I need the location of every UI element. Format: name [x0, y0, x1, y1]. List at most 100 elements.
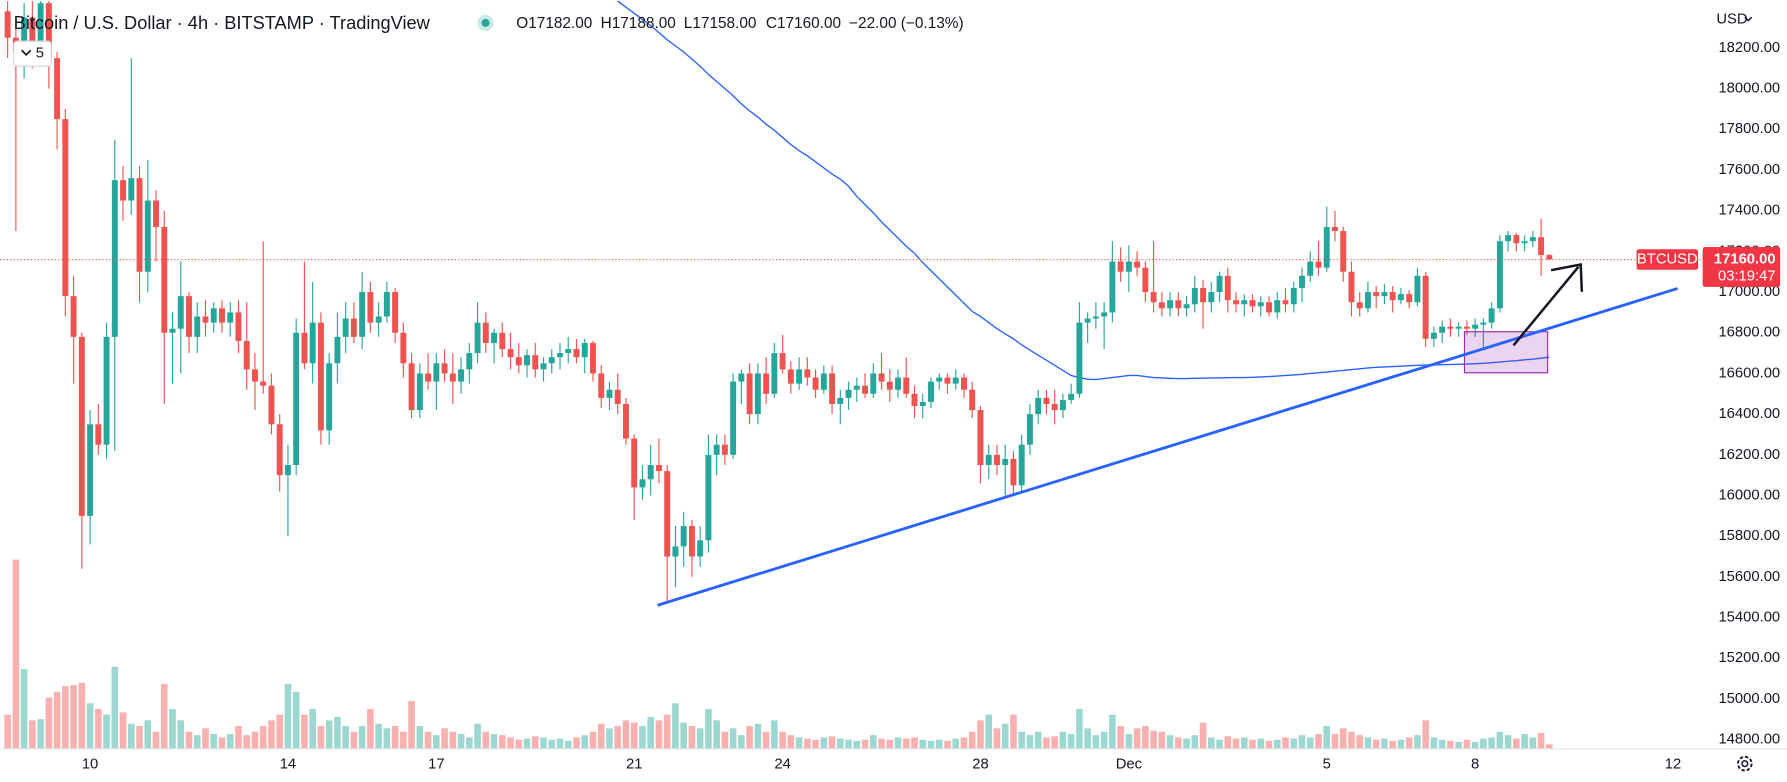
volume-bar: [4, 714, 11, 749]
volume-bar: [655, 720, 663, 749]
volume-bar: [474, 723, 481, 749]
candle-body: [1340, 231, 1347, 272]
volume-bar: [95, 708, 102, 749]
volume-bar: [960, 737, 968, 749]
highlight-box[interactable]: [1463, 331, 1549, 374]
candle-body: [895, 377, 901, 390]
candle-body: [29, 17, 36, 48]
volume-bar: [828, 736, 836, 749]
settings-gear[interactable]: [1737, 755, 1753, 772]
settings-icon[interactable]: [1737, 755, 1753, 772]
volume-bar: [1331, 734, 1339, 749]
candle-body: [87, 424, 94, 516]
candle-body: [1381, 292, 1388, 297]
volume-bar: [424, 731, 432, 749]
volume-bar: [342, 726, 349, 749]
candle-body: [1224, 275, 1231, 301]
candle-body: [870, 373, 877, 394]
volume-bar: [1480, 738, 1487, 749]
candle-body: [1373, 292, 1380, 297]
x-tick-label: 17: [428, 757, 444, 773]
volume-bar: [1422, 720, 1429, 749]
volume-bar: [1092, 735, 1100, 749]
volume-bar: [680, 722, 687, 749]
volume-layer: [4, 559, 1553, 749]
x-tick-label: Dec: [1116, 757, 1143, 773]
volume-bar: [1348, 731, 1355, 749]
volume-bar: [1051, 736, 1058, 749]
arrow-head[interactable]: [1550, 262, 1584, 292]
status-dot: [481, 18, 490, 27]
volume-bar: [902, 738, 910, 749]
volume-bar: [944, 740, 951, 749]
volume-bar: [391, 726, 399, 749]
volume-bar: [111, 666, 119, 749]
candle-body: [738, 373, 745, 382]
volume-bar: [235, 726, 242, 749]
y-tick-label: 18000.00: [1718, 81, 1780, 97]
volume-bar: [1298, 735, 1306, 749]
candle-body: [359, 292, 366, 337]
arrow-shaft[interactable]: [1512, 265, 1580, 347]
volume-bar: [606, 728, 613, 749]
volume-bar: [573, 737, 580, 749]
y-tick-label: 15800.00: [1718, 528, 1780, 544]
candle-body: [993, 454, 1000, 466]
volume-bar: [202, 728, 209, 749]
volume-bar: [1001, 723, 1009, 749]
candle-body: [1125, 261, 1132, 272]
volume-bar: [1018, 731, 1025, 749]
volume-bar: [688, 726, 696, 749]
candle-body: [598, 373, 605, 398]
volume-bar: [1381, 738, 1388, 749]
candle-body: [1315, 261, 1322, 268]
volume-bar: [1364, 737, 1372, 749]
candle-body: [1158, 302, 1165, 309]
candle-body: [771, 353, 778, 394]
currency-label[interactable]: USD: [1716, 11, 1747, 27]
volume-bar: [268, 720, 275, 749]
y-tick-label: 16600.00: [1718, 365, 1780, 381]
volume-bar: [1191, 735, 1199, 749]
drawings: [657, 262, 1679, 607]
candle-body: [1018, 444, 1025, 486]
indicator-toggle[interactable]: 5: [13, 40, 52, 67]
volume-bar: [804, 738, 811, 749]
volume-bar: [259, 726, 267, 749]
y-tick-label: 17600.00: [1718, 162, 1780, 178]
candle-body: [235, 312, 242, 341]
moving-average-line: [617, 0, 1550, 381]
indicator-toggle-box[interactable]: [13, 40, 52, 67]
volume-bar: [812, 739, 819, 749]
trend-line[interactable]: [657, 287, 1679, 607]
y-tick-label: 17400.00: [1718, 203, 1780, 219]
candle-body: [441, 363, 448, 374]
candle-body: [944, 377, 951, 384]
volume-bar: [292, 691, 300, 749]
candle-body: [820, 373, 827, 390]
volume-bar: [1521, 734, 1528, 749]
candle-body: [746, 373, 753, 415]
volume-bar: [1405, 737, 1413, 749]
volume-bar: [185, 731, 193, 749]
candle-body: [1364, 292, 1371, 309]
chart-title: Bitcoin / U.S. Dollar · 4h · BITSTAMP · …: [14, 12, 431, 33]
x-tick-label: 24: [774, 757, 790, 773]
candle-body: [1092, 316, 1099, 319]
candle-body: [466, 353, 473, 370]
candle-body: [969, 389, 976, 411]
y-tick-label: 16000.00: [1718, 487, 1780, 503]
volume-bar: [746, 726, 753, 749]
volume-bar: [1265, 740, 1273, 749]
candle-body: [350, 318, 357, 337]
candle-body: [573, 349, 580, 358]
candle-body: [1076, 322, 1083, 394]
candle-body: [928, 381, 934, 402]
candle-body: [54, 58, 61, 120]
volume-bar: [1529, 737, 1537, 749]
candle-body: [688, 526, 695, 557]
candle-body: [622, 403, 629, 439]
volume-bar: [1372, 739, 1380, 749]
price-tag-label: 17160.00: [1714, 251, 1776, 267]
